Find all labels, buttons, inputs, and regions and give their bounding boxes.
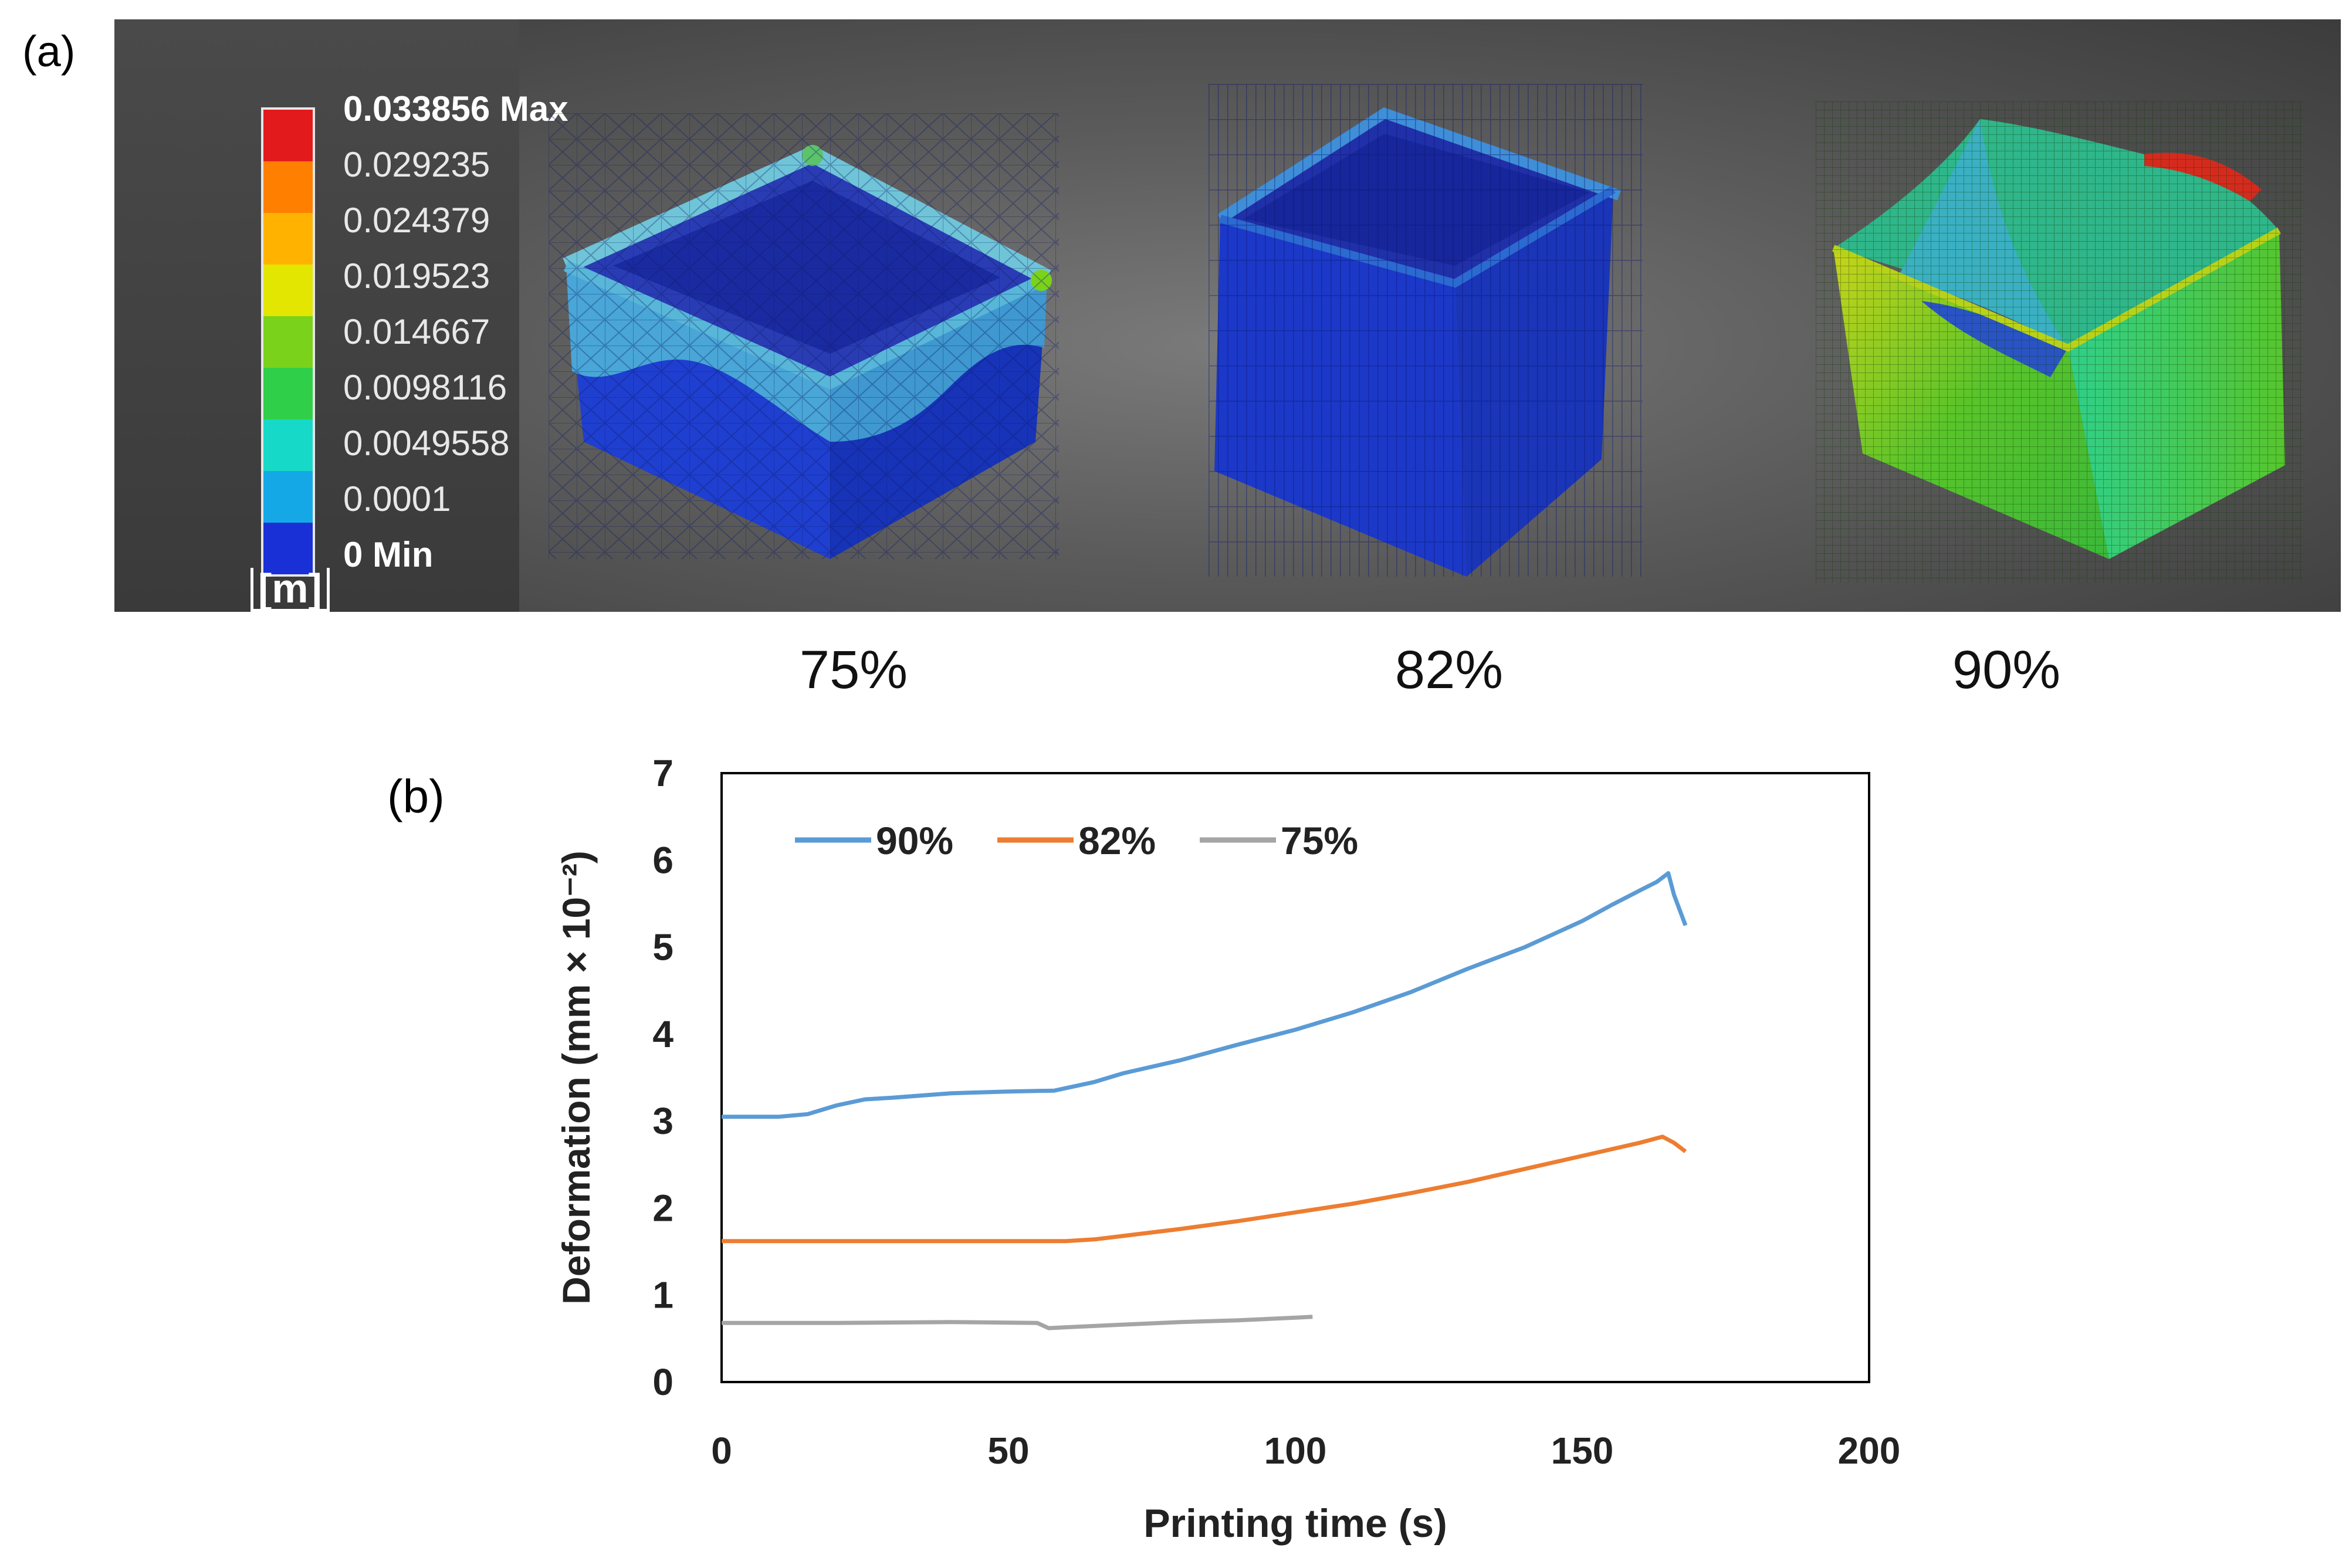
scale-band xyxy=(263,471,313,523)
scale-label: 0.0001 xyxy=(343,479,451,519)
scale-band xyxy=(263,316,313,368)
model-percent-label: 75% xyxy=(799,640,908,700)
x-axis-label: Printing time (s) xyxy=(1143,1501,1447,1546)
scale-band xyxy=(263,110,313,161)
scale-band xyxy=(263,265,313,316)
scale-band xyxy=(263,213,313,265)
scale-label: 0.0049558 xyxy=(343,424,510,463)
legend-label: 82% xyxy=(1078,819,1156,862)
simulation-panel: 0.033856 Max 0.029235 0.024379 0.019523 0.01… xyxy=(114,19,2341,612)
x-tick-label: 50 xyxy=(987,1430,1029,1472)
y-axis-label: Deformation (mm × 10⁻²) xyxy=(554,851,598,1305)
color-scale-bar xyxy=(261,107,315,577)
legend-label: 75% xyxy=(1281,819,1358,862)
scale-band xyxy=(263,161,313,213)
y-tick-label: 6 xyxy=(652,839,673,881)
y-tick-label: 2 xyxy=(652,1187,673,1229)
scale-label: 0.029235 xyxy=(343,145,490,184)
scale-label: 0.024379 xyxy=(343,201,490,240)
deformed-box-82 xyxy=(1209,84,1643,577)
y-tick-label: 4 xyxy=(652,1013,673,1055)
scale-label: 0.033856 Max xyxy=(343,89,568,128)
legend-label: 90% xyxy=(876,819,953,862)
plot-area-frame xyxy=(720,772,1870,1383)
x-tick-label: 200 xyxy=(1838,1430,1901,1472)
scale-band xyxy=(263,368,313,419)
model-percent-label: 90% xyxy=(1952,640,2061,700)
x-tick-label: 0 xyxy=(711,1430,732,1472)
y-tick-label: 5 xyxy=(652,926,673,968)
unit-label: [m] xyxy=(251,568,330,612)
panel-a-label: (a) xyxy=(22,27,76,76)
y-tick-label: 3 xyxy=(652,1100,673,1142)
scale-label: 0.014667 xyxy=(343,312,490,351)
scale-band xyxy=(263,419,313,471)
scale-label: 0.019523 xyxy=(343,256,490,296)
scale-label: 0.0098116 xyxy=(343,368,507,407)
scale-band xyxy=(263,523,313,574)
y-tick-label: 0 xyxy=(652,1361,673,1403)
y-tick-label: 1 xyxy=(652,1274,673,1316)
contour-legend: 0.033856 Max 0.029235 0.024379 0.019523 0.01… xyxy=(114,19,568,612)
series-line-82 xyxy=(722,1134,1687,1244)
deformed-box-75 xyxy=(549,113,1059,559)
model-percent-label: 82% xyxy=(1394,640,1504,700)
x-tick-label: 150 xyxy=(1551,1430,1614,1472)
series-line-75 xyxy=(722,1315,1313,1330)
scale-label: 0 Min xyxy=(343,535,434,574)
x-tick-label: 100 xyxy=(1264,1430,1327,1472)
deformed-box-90 xyxy=(1816,101,2303,583)
panel-b-label: (b) xyxy=(387,770,445,822)
y-tick-label: 7 xyxy=(652,752,673,794)
series-line-90 xyxy=(722,871,1688,1119)
